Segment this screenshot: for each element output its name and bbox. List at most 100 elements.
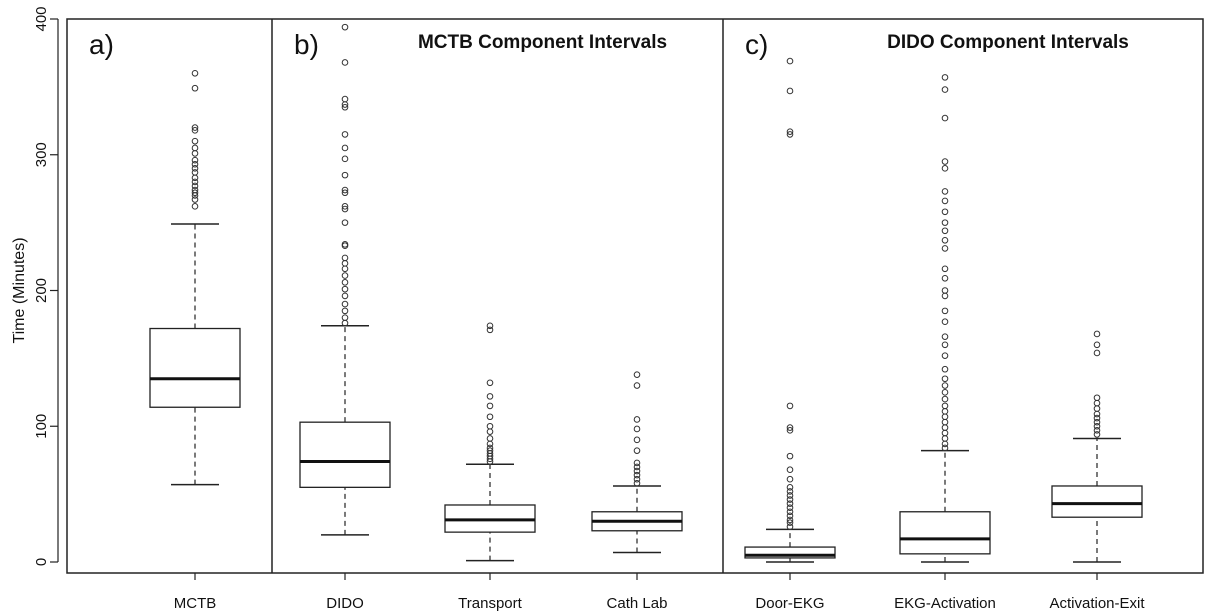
plot-border [66, 18, 1204, 574]
outlier-point [486, 447, 494, 454]
box-group: Door-EKG [744, 57, 836, 612]
outlier-point [341, 279, 349, 286]
outlier-point [486, 444, 494, 452]
outlier-point [941, 114, 949, 122]
outlier-point [633, 382, 641, 389]
outlier-point [486, 402, 494, 410]
y-tick-label: 300 [33, 142, 50, 167]
outlier-point [633, 475, 641, 483]
y-tick-label: 200 [33, 278, 50, 303]
outlier-point [486, 326, 494, 334]
box-group: Activation-Exit [1049, 330, 1145, 612]
box-iqr [899, 511, 991, 555]
panel-title: DIDO Component Intervals [887, 32, 1129, 53]
outlier-point [486, 435, 494, 442]
x-tick-label: DIDO [326, 595, 364, 612]
outlier-point [941, 444, 949, 452]
outlier-point [486, 393, 494, 400]
x-tick-label: Activation-Exit [1049, 595, 1145, 612]
outlier-point [941, 435, 949, 442]
outlier-point [786, 516, 794, 524]
outlier-point [786, 466, 794, 473]
outlier-point [633, 436, 641, 444]
outlier-point [941, 274, 949, 282]
y-axis: 0 100 200 300 400 Time (Minutes) [11, 6, 59, 566]
outlier-point [786, 424, 794, 431]
outlier-point [941, 318, 949, 326]
outlier-point [191, 178, 199, 186]
outlier-point [341, 144, 349, 152]
outlier-point [341, 219, 349, 226]
outlier-point [941, 245, 949, 252]
outlier-point [191, 124, 199, 131]
outlier-point [191, 137, 199, 145]
panel: a) MCTB [89, 29, 241, 612]
outlier-point [341, 189, 349, 197]
outlier-point [1093, 427, 1101, 434]
outlier-point [941, 236, 949, 244]
box-iqr [744, 546, 836, 559]
outlier-point [1093, 394, 1101, 402]
outlier-point [1093, 431, 1101, 438]
outlier-point [941, 86, 949, 93]
x-tick-label: MCTB [174, 595, 217, 612]
outlier-point [941, 424, 949, 431]
outlier-point [191, 203, 199, 210]
outlier-point [1093, 330, 1101, 338]
outlier-point [786, 484, 794, 491]
outlier-point [941, 413, 949, 421]
outlier-point [1093, 341, 1101, 349]
outlier-point [191, 186, 199, 194]
outlier-point [941, 402, 949, 410]
x-tick-label: Door-EKG [755, 595, 824, 612]
outlier-point [341, 95, 349, 103]
outlier-point [786, 508, 794, 516]
outlier-point [486, 428, 494, 435]
box-group: Cath Lab [591, 371, 683, 612]
outlier-point [1093, 410, 1101, 418]
box-iqr [1051, 485, 1143, 518]
outlier-point [191, 150, 199, 157]
panel-label: c) [745, 29, 768, 60]
outlier-point [1093, 422, 1101, 430]
outlier-point [341, 203, 349, 210]
outlier-point [941, 365, 949, 373]
panel: b) MCTB Component Intervals DIDO Transport C… [294, 23, 683, 612]
outlier-point [941, 389, 949, 396]
outlier-point [191, 127, 199, 134]
box-group: DIDO [299, 23, 391, 612]
x-tick-label: EKG-Activation [894, 595, 996, 612]
outlier-point [191, 189, 199, 197]
outlier-point [633, 459, 641, 467]
outlier-point [341, 254, 349, 262]
panel-label: b) [294, 29, 319, 60]
outlier-point [341, 59, 349, 66]
outlier-point [191, 144, 199, 152]
outlier-point [191, 174, 199, 182]
outlier-point [341, 285, 349, 293]
outlier-point [341, 155, 349, 163]
box-group: MCTB [149, 70, 241, 612]
panel-label: a) [89, 29, 114, 60]
outlier-point [633, 447, 641, 454]
outlier-point [941, 418, 949, 426]
outlier-point [941, 158, 949, 165]
outlier-point [633, 463, 641, 471]
outlier-point [633, 371, 641, 378]
outlier-point [341, 23, 349, 31]
panel: c) DIDO Component Intervals Door-EKG EKG-Ac… [744, 29, 1145, 612]
outlier-point [941, 408, 949, 415]
y-tick-label: 400 [33, 6, 50, 31]
outlier-point [786, 402, 794, 410]
outlier-point [786, 512, 794, 520]
outlier-point [191, 169, 199, 176]
outlier-point [1093, 418, 1101, 426]
outlier-point [941, 382, 949, 389]
box-iqr [299, 421, 391, 488]
outlier-point [941, 287, 949, 294]
outlier-point [341, 292, 349, 300]
outlier-point [341, 241, 349, 248]
outlier-point [341, 314, 349, 321]
y-tick-label: 0 [33, 558, 50, 566]
